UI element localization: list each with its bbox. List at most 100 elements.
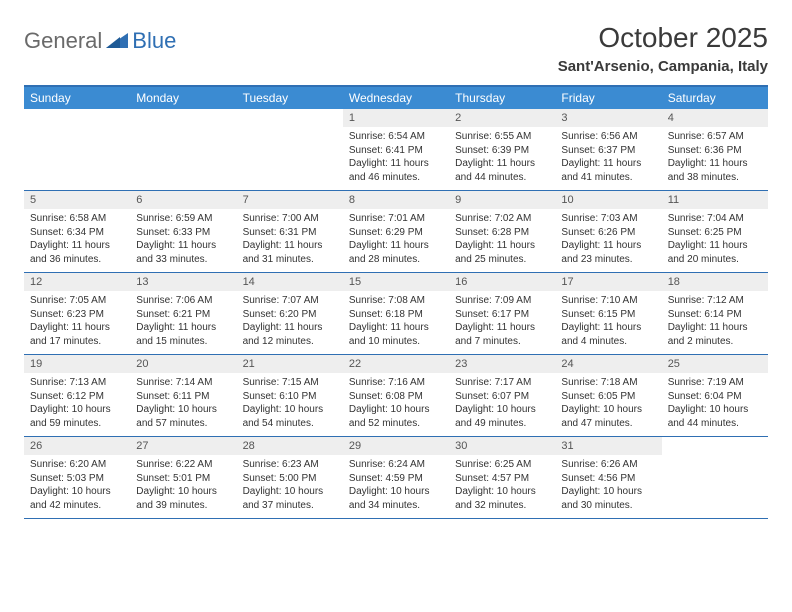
- day-number: 31: [555, 437, 661, 455]
- sunset-text: Sunset: 6:33 PM: [136, 226, 230, 240]
- calendar-day-cell: 25Sunrise: 7:19 AMSunset: 6:04 PMDayligh…: [662, 355, 768, 436]
- day-number: 13: [130, 273, 236, 291]
- day-details: Sunrise: 7:06 AMSunset: 6:21 PMDaylight:…: [130, 291, 236, 354]
- sunset-text: Sunset: 6:31 PM: [243, 226, 337, 240]
- day-number: 30: [449, 437, 555, 455]
- sunset-text: Sunset: 6:17 PM: [455, 308, 549, 322]
- calendar-grid: Sunday Monday Tuesday Wednesday Thursday…: [24, 85, 768, 519]
- sunset-text: Sunset: 4:59 PM: [349, 472, 443, 486]
- sunrise-text: Sunrise: 6:59 AM: [136, 212, 230, 226]
- calendar-day-cell: 11Sunrise: 7:04 AMSunset: 6:25 PMDayligh…: [662, 191, 768, 272]
- sunrise-text: Sunrise: 7:18 AM: [561, 376, 655, 390]
- sunrise-text: Sunrise: 7:00 AM: [243, 212, 337, 226]
- day-number: 14: [237, 273, 343, 291]
- sunset-text: Sunset: 6:23 PM: [30, 308, 124, 322]
- calendar-day-cell: 29Sunrise: 6:24 AMSunset: 4:59 PMDayligh…: [343, 437, 449, 518]
- col-header-monday: Monday: [130, 87, 236, 109]
- sunset-text: Sunset: 6:18 PM: [349, 308, 443, 322]
- day-number: 1: [343, 109, 449, 127]
- sunset-text: Sunset: 6:08 PM: [349, 390, 443, 404]
- calendar-day-cell: 3Sunrise: 6:56 AMSunset: 6:37 PMDaylight…: [555, 109, 661, 190]
- calendar-day-cell: 18Sunrise: 7:12 AMSunset: 6:14 PMDayligh…: [662, 273, 768, 354]
- day-details: Sunrise: 7:18 AMSunset: 6:05 PMDaylight:…: [555, 373, 661, 436]
- daylight-text: Daylight: 10 hours and 30 minutes.: [561, 485, 655, 512]
- daylight-text: Daylight: 10 hours and 47 minutes.: [561, 403, 655, 430]
- sunset-text: Sunset: 6:28 PM: [455, 226, 549, 240]
- calendar-day-cell: 8Sunrise: 7:01 AMSunset: 6:29 PMDaylight…: [343, 191, 449, 272]
- day-number: 3: [555, 109, 661, 127]
- day-details: [662, 455, 768, 513]
- sunrise-text: Sunrise: 7:02 AM: [455, 212, 549, 226]
- day-number: 8: [343, 191, 449, 209]
- daylight-text: Daylight: 10 hours and 52 minutes.: [349, 403, 443, 430]
- sunrise-text: Sunrise: 6:24 AM: [349, 458, 443, 472]
- day-details: Sunrise: 7:16 AMSunset: 6:08 PMDaylight:…: [343, 373, 449, 436]
- daylight-text: Daylight: 10 hours and 57 minutes.: [136, 403, 230, 430]
- calendar-week-row: 26Sunrise: 6:20 AMSunset: 5:03 PMDayligh…: [24, 437, 768, 519]
- calendar-week-row: 12Sunrise: 7:05 AMSunset: 6:23 PMDayligh…: [24, 273, 768, 355]
- day-details: Sunrise: 6:22 AMSunset: 5:01 PMDaylight:…: [130, 455, 236, 518]
- sunrise-text: Sunrise: 7:07 AM: [243, 294, 337, 308]
- day-number: 19: [24, 355, 130, 373]
- sunrise-text: Sunrise: 7:12 AM: [668, 294, 762, 308]
- col-header-friday: Friday: [555, 87, 661, 109]
- calendar-day-cell: 19Sunrise: 7:13 AMSunset: 6:12 PMDayligh…: [24, 355, 130, 436]
- day-number: [662, 437, 768, 455]
- day-number: 18: [662, 273, 768, 291]
- day-details: Sunrise: 7:19 AMSunset: 6:04 PMDaylight:…: [662, 373, 768, 436]
- col-header-wednesday: Wednesday: [343, 87, 449, 109]
- sunrise-text: Sunrise: 7:17 AM: [455, 376, 549, 390]
- calendar-week-row: 1Sunrise: 6:54 AMSunset: 6:41 PMDaylight…: [24, 109, 768, 191]
- day-details: Sunrise: 6:57 AMSunset: 6:36 PMDaylight:…: [662, 127, 768, 190]
- sunrise-text: Sunrise: 7:03 AM: [561, 212, 655, 226]
- day-details: Sunrise: 6:55 AMSunset: 6:39 PMDaylight:…: [449, 127, 555, 190]
- day-details: Sunrise: 7:03 AMSunset: 6:26 PMDaylight:…: [555, 209, 661, 272]
- daylight-text: Daylight: 11 hours and 23 minutes.: [561, 239, 655, 266]
- day-details: Sunrise: 7:07 AMSunset: 6:20 PMDaylight:…: [237, 291, 343, 354]
- daylight-text: Daylight: 11 hours and 10 minutes.: [349, 321, 443, 348]
- day-number: 17: [555, 273, 661, 291]
- day-number: 26: [24, 437, 130, 455]
- sunset-text: Sunset: 4:56 PM: [561, 472, 655, 486]
- daylight-text: Daylight: 10 hours and 44 minutes.: [668, 403, 762, 430]
- day-details: [130, 127, 236, 185]
- daylight-text: Daylight: 11 hours and 15 minutes.: [136, 321, 230, 348]
- daylight-text: Daylight: 11 hours and 33 minutes.: [136, 239, 230, 266]
- sunrise-text: Sunrise: 6:56 AM: [561, 130, 655, 144]
- sunrise-text: Sunrise: 7:10 AM: [561, 294, 655, 308]
- daylight-text: Daylight: 11 hours and 28 minutes.: [349, 239, 443, 266]
- daylight-text: Daylight: 11 hours and 41 minutes.: [561, 157, 655, 184]
- daylight-text: Daylight: 10 hours and 59 minutes.: [30, 403, 124, 430]
- day-number: 22: [343, 355, 449, 373]
- day-details: [237, 127, 343, 185]
- calendar-day-cell: 15Sunrise: 7:08 AMSunset: 6:18 PMDayligh…: [343, 273, 449, 354]
- calendar-day-cell: [662, 437, 768, 518]
- brand-text-blue: Blue: [132, 28, 176, 54]
- day-details: Sunrise: 6:54 AMSunset: 6:41 PMDaylight:…: [343, 127, 449, 190]
- calendar-day-cell: 23Sunrise: 7:17 AMSunset: 6:07 PMDayligh…: [449, 355, 555, 436]
- day-number: 2: [449, 109, 555, 127]
- daylight-text: Daylight: 11 hours and 31 minutes.: [243, 239, 337, 266]
- day-number: 5: [24, 191, 130, 209]
- calendar-day-cell: 6Sunrise: 6:59 AMSunset: 6:33 PMDaylight…: [130, 191, 236, 272]
- sunset-text: Sunset: 5:00 PM: [243, 472, 337, 486]
- sunrise-text: Sunrise: 6:54 AM: [349, 130, 443, 144]
- brand-triangle-icon: [106, 30, 128, 53]
- sunrise-text: Sunrise: 6:23 AM: [243, 458, 337, 472]
- sunrise-text: Sunrise: 6:25 AM: [455, 458, 549, 472]
- location-label: Sant'Arsenio, Campania, Italy: [558, 58, 768, 75]
- sunrise-text: Sunrise: 7:16 AM: [349, 376, 443, 390]
- sunrise-text: Sunrise: 7:15 AM: [243, 376, 337, 390]
- day-details: Sunrise: 7:04 AMSunset: 6:25 PMDaylight:…: [662, 209, 768, 272]
- day-number: 15: [343, 273, 449, 291]
- brand-logo: General Blue: [24, 22, 176, 54]
- calendar-day-cell: 13Sunrise: 7:06 AMSunset: 6:21 PMDayligh…: [130, 273, 236, 354]
- sunrise-text: Sunrise: 7:19 AM: [668, 376, 762, 390]
- calendar-day-cell: 1Sunrise: 6:54 AMSunset: 6:41 PMDaylight…: [343, 109, 449, 190]
- day-number: 11: [662, 191, 768, 209]
- day-number: 23: [449, 355, 555, 373]
- day-number: [130, 109, 236, 127]
- sunrise-text: Sunrise: 6:55 AM: [455, 130, 549, 144]
- daylight-text: Daylight: 11 hours and 20 minutes.: [668, 239, 762, 266]
- day-details: Sunrise: 7:09 AMSunset: 6:17 PMDaylight:…: [449, 291, 555, 354]
